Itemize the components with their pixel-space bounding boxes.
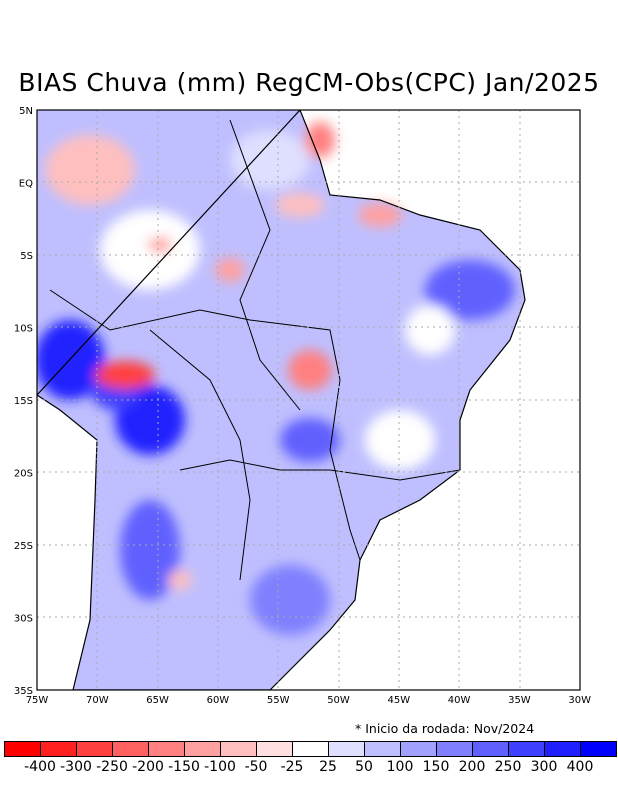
gridlines: [37, 110, 580, 690]
colorbar-swatch: [4, 741, 41, 757]
lat-tick-label: EQ: [19, 179, 33, 190]
colorbar-swatch: [148, 741, 185, 757]
colorbar-swatch: [40, 741, 77, 757]
colorbar-label: -50: [244, 759, 268, 775]
colorbar-label: -300: [60, 759, 92, 775]
bias-anomalies: [37, 122, 515, 635]
colorbar-swatch: [220, 741, 257, 757]
lat-tick-label: 5S: [20, 251, 33, 262]
lon-tick-label: 30W: [568, 695, 591, 706]
colorbar-label: -400: [24, 759, 56, 775]
colorbar-label: 150: [422, 759, 450, 775]
lon-tick-label: 50W: [327, 695, 350, 706]
lat-tick-label: 25S: [14, 541, 33, 552]
lon-tick-label: 35W: [508, 695, 531, 706]
borders: [229, 119, 301, 411]
colorbar-swatch: [184, 741, 221, 757]
lon-tick-label: 70W: [86, 695, 109, 706]
colorbar-label: 100: [386, 759, 414, 775]
colorbar-label: -100: [204, 759, 236, 775]
colorbar-swatch: [436, 741, 473, 757]
lon-tick-label: 45W: [387, 695, 410, 706]
borders: [49, 289, 361, 561]
colorbar-label: 400: [566, 759, 594, 775]
colorbar-swatch: [112, 741, 149, 757]
lon-tick-label: 65W: [146, 695, 169, 706]
map-frame: [36, 109, 581, 691]
coastline: [37, 110, 526, 690]
colorbar-label: -25: [280, 759, 304, 775]
lon-tick-label: 55W: [267, 695, 290, 706]
lat-tick-label: 30S: [14, 614, 33, 625]
lon-tick-label: 75W: [26, 695, 49, 706]
colorbar-swatch: [544, 741, 581, 757]
colorbar-swatch: [328, 741, 365, 757]
colorbar-swatch: [256, 741, 293, 757]
lat-ticks: 5N EQ 5S 10S 15S 20S 25S 30S 35S: [14, 106, 33, 697]
lat-tick-label: 35S: [14, 686, 33, 697]
colorbar-swatch: [292, 741, 329, 757]
colorbar-label: -200: [132, 759, 164, 775]
colorbar-label: 300: [530, 759, 558, 775]
colorbar-label: -250: [96, 759, 128, 775]
lon-ticks: 75W 70W 65W 60W 55W 50W 45W 40W 35W 30W: [26, 695, 591, 706]
colorbar-label: -150: [168, 759, 200, 775]
colorbar-swatch: [580, 741, 617, 757]
colorbar-swatch: [364, 741, 401, 757]
colorbar-swatch: [508, 741, 545, 757]
colorbar-label: 250: [494, 759, 522, 775]
borders: [149, 329, 251, 581]
colorbar-swatch: [472, 741, 509, 757]
run-start-note: * Inicio da rodada: Nov/2024: [355, 721, 535, 736]
lat-tick-label: 20S: [14, 469, 33, 480]
colorbar-swatch: [76, 741, 113, 757]
borders: [179, 459, 461, 481]
colorbar-swatch: [400, 741, 437, 757]
colorbar-label: 200: [458, 759, 486, 775]
lat-tick-label: 10S: [14, 324, 33, 335]
colorbar-label: 25: [319, 759, 337, 775]
lon-tick-label: 40W: [448, 695, 471, 706]
colorbar-label: 50: [355, 759, 373, 775]
lat-tick-label: 15S: [14, 396, 33, 407]
map-title: BIAS Chuva (mm) RegCM-Obs(CPC) Jan/2025: [18, 68, 600, 97]
lat-tick-label: 5N: [19, 106, 33, 117]
lon-tick-label: 60W: [207, 695, 230, 706]
